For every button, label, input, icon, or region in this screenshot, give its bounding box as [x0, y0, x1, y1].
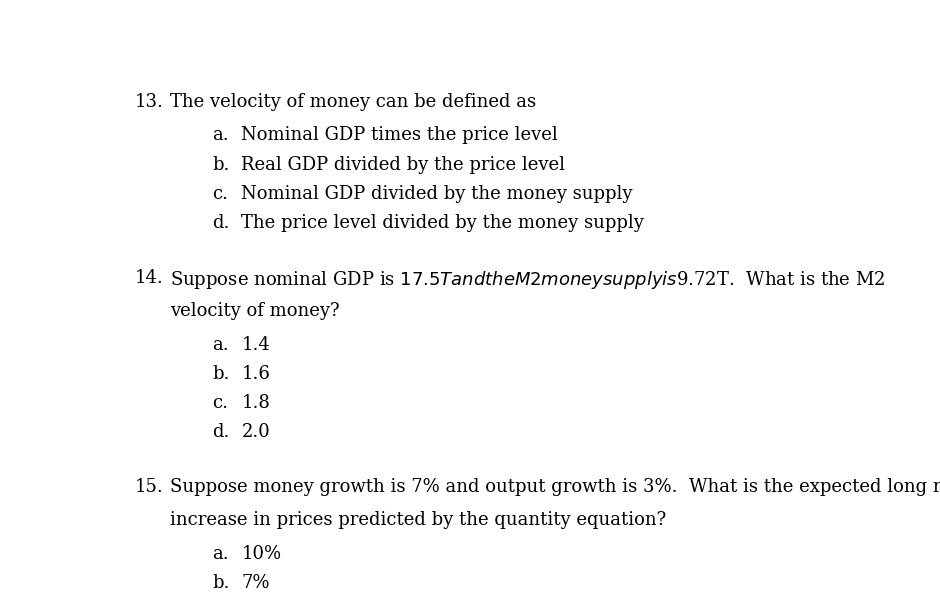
Text: a.: a. — [212, 126, 228, 144]
Text: b.: b. — [212, 574, 229, 592]
Text: c.: c. — [212, 185, 228, 203]
Text: b.: b. — [212, 156, 229, 174]
Text: The velocity of money can be defined as: The velocity of money can be defined as — [170, 93, 536, 111]
Text: velocity of money?: velocity of money? — [170, 302, 339, 320]
Text: 10%: 10% — [242, 545, 281, 563]
Text: Real GDP divided by the price level: Real GDP divided by the price level — [242, 156, 565, 174]
Text: 14.: 14. — [135, 268, 164, 287]
Text: Nominal GDP divided by the money supply: Nominal GDP divided by the money supply — [242, 185, 633, 203]
Text: d.: d. — [212, 214, 229, 232]
Text: 2.0: 2.0 — [242, 423, 270, 441]
Text: d.: d. — [212, 423, 229, 441]
Text: a.: a. — [212, 545, 228, 563]
Text: b.: b. — [212, 365, 229, 383]
Text: increase in prices predicted by the quantity equation?: increase in prices predicted by the quan… — [170, 511, 666, 529]
Text: 13.: 13. — [135, 93, 164, 111]
Text: 1.6: 1.6 — [242, 365, 270, 383]
Text: a.: a. — [212, 335, 228, 353]
Text: 1.8: 1.8 — [242, 394, 270, 412]
Text: 15.: 15. — [135, 478, 164, 496]
Text: Suppose money growth is 7% and output growth is 3%.  What is the expected long r: Suppose money growth is 7% and output gr… — [170, 478, 940, 496]
Text: 1.4: 1.4 — [242, 335, 270, 353]
Text: 7%: 7% — [242, 574, 270, 592]
Text: Nominal GDP times the price level: Nominal GDP times the price level — [242, 126, 558, 144]
Text: c.: c. — [212, 394, 228, 412]
Text: Suppose nominal GDP is $17.5T and the M2 money supply is $9.72T.  What is the M2: Suppose nominal GDP is $17.5T and the M2… — [170, 268, 885, 291]
Text: The price level divided by the money supply: The price level divided by the money sup… — [242, 214, 644, 232]
